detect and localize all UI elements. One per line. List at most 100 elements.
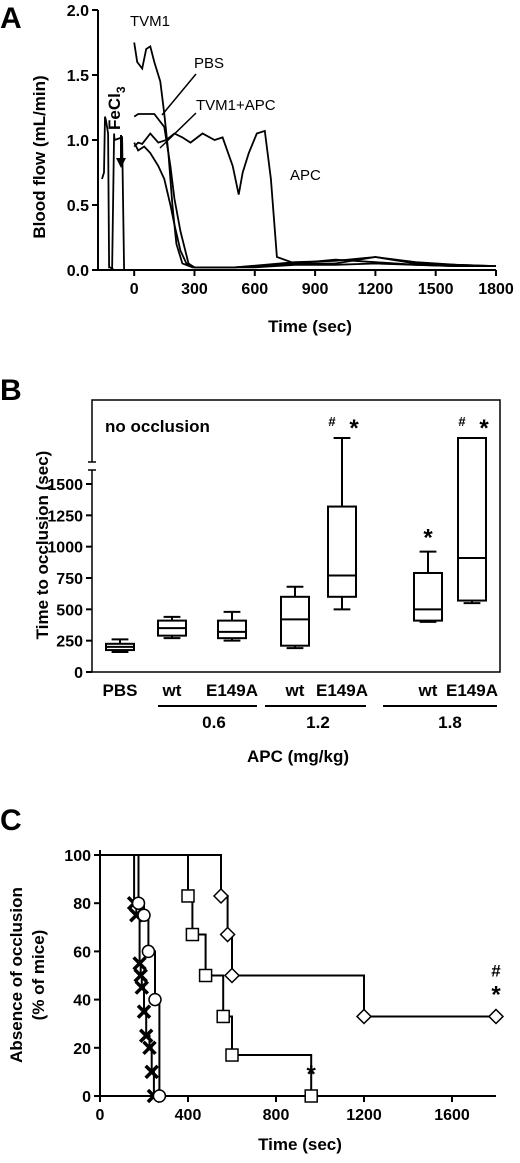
panel-b-category-label: PBS [103, 681, 138, 700]
panel-a-lines [101, 42, 497, 271]
square-marker [304, 1089, 318, 1103]
cross-marker [133, 968, 148, 983]
panel-a-xtick-label: 1800 [478, 281, 514, 298]
panel-c-ytick-label: 100 [64, 848, 91, 865]
fecl3-arrow [116, 135, 126, 168]
panel-c-ytick-label: 60 [73, 944, 91, 961]
panel-a-series-line-1 [133, 113, 496, 269]
panel-b-box: # * [327, 414, 359, 611]
panel-b-group-label: 1.8 [438, 713, 462, 732]
significance-star: * [349, 415, 359, 442]
cross-marker [134, 980, 150, 995]
panel-c-letter: C [0, 804, 22, 837]
circle-marker [152, 1089, 167, 1103]
panel-a-series-line-2 [133, 142, 497, 269]
diamond-marker [487, 1008, 505, 1025]
panel-c-xtick-label: 1600 [434, 1107, 470, 1124]
panel-a-series-line-0 [133, 42, 496, 269]
panel-a: A 0.00.51.01.52.00 300 600 900 1200 1500 1800 … [0, 2, 514, 336]
panel-b-box: # * [457, 414, 489, 605]
panel-a-axes: 0.0 0.5 1.0 1.5 2.0 0 300 600 900 1200 1500 1800 [67, 3, 514, 298]
panel-b-category-label: wt [418, 681, 438, 700]
panel-b-ylabel: Time to occlusion (sec) [33, 451, 52, 640]
panel-a-ytick-label: 2.0 [67, 3, 89, 20]
survival-step-line [100, 854, 496, 1018]
circle-marker [148, 992, 162, 1007]
diamond-marker [212, 887, 230, 905]
panel-b: B 0 250 500 750 1000 1250 1500 PBS wt E149A wt E149… [0, 374, 501, 766]
panel-b-boxes: # **# * [105, 414, 489, 653]
panel-a-xlabel: Time (sec) [268, 317, 352, 336]
panel-b-group-title: APC (mg/kg) [247, 747, 349, 766]
panel-c-ylabel-line2: (% of mice) [29, 930, 48, 1021]
label-pbs: PBS [194, 55, 224, 72]
significance-star: * [491, 981, 501, 1008]
panel-a-xtick-label: 1500 [418, 281, 454, 298]
cross-marker [132, 956, 147, 971]
panel-a-xtick-label: 600 [241, 281, 268, 298]
panel-b-category-label: wt [162, 681, 182, 700]
square-marker [198, 968, 213, 983]
panel-b-letter: B [0, 374, 22, 407]
panel-b-ytick-label: 1500 [47, 477, 83, 494]
panel-a-xtick-label: 900 [302, 281, 329, 298]
panel-c-series-circle [100, 854, 167, 1103]
label-apc: APC [290, 167, 321, 184]
significance-hash: # [458, 414, 466, 429]
panel-b-group-label: 0.6 [202, 713, 226, 732]
no-occlusion-label: no occlusion [105, 417, 210, 436]
box-rect [327, 505, 357, 598]
box-rect [413, 571, 443, 622]
diamond-marker [219, 926, 236, 943]
fecl3-text: FeCl [105, 93, 124, 130]
panel-b-group-label: 1.2 [306, 713, 330, 732]
panel-c-xtick-label: 0 [96, 1107, 105, 1124]
panel-b-box: * [413, 525, 443, 623]
cross-marker [144, 1064, 159, 1080]
square-marker [181, 889, 195, 903]
panel-a-xtick-label: 1200 [358, 281, 394, 298]
panel-a-ylabel: Blood flow (mL/min) [30, 75, 49, 238]
significance-star: * [423, 525, 433, 552]
panel-a-series-line-3 [133, 129, 497, 267]
significance-hash: # [328, 414, 336, 429]
panel-c-series-diamond: #* [100, 854, 505, 1025]
panel-b-category-label: E149A [446, 681, 498, 700]
cross-marker [136, 1004, 152, 1019]
panel-c-xtick-label: 400 [175, 1107, 202, 1124]
panel-c-ytick-label: 80 [73, 896, 91, 913]
panel-c-ytick-label: 20 [73, 1041, 91, 1058]
panel-b-category-label: E149A [206, 681, 258, 700]
panel-c-xlabel: Time (sec) [258, 1135, 342, 1154]
panel-c-ytick-label: 40 [73, 993, 91, 1010]
label-tvm1-apc: TVM1+APC [196, 97, 276, 114]
circle-marker [131, 896, 146, 910]
panel-a-ytick-label: 1.0 [67, 133, 89, 150]
panel-b-box [157, 615, 187, 640]
panel-b-box [280, 585, 310, 650]
panel-c-series-square: * [100, 854, 318, 1103]
panel-c-lines: *#* [100, 854, 505, 1104]
panel-c-axes: 0 20 40 60 80 100 0 400 800 1200 1600 [64, 848, 496, 1124]
cross-marker [142, 1040, 157, 1056]
panel-b-frame [91, 399, 501, 673]
panel-b-ytick-label: 250 [56, 634, 83, 651]
box-rect [457, 437, 487, 602]
cross-marker [138, 1028, 154, 1043]
panel-c-xtick-label: 1200 [346, 1107, 382, 1124]
panel-c-xtick-label: 800 [263, 1107, 290, 1124]
circle-marker [141, 944, 156, 959]
panel-b-box [105, 638, 135, 653]
panel-c-ylabel-line1: Absence of occlusion [7, 887, 26, 1063]
box-rect [280, 595, 310, 647]
panel-a-letter: A [0, 2, 22, 35]
svg-text:FeCl3: FeCl3 [105, 86, 128, 130]
panel-a-ytick-label: 0.0 [67, 263, 89, 280]
panel-a-xtick-label: 300 [181, 281, 208, 298]
panel-a-ytick-label: 1.5 [67, 68, 89, 85]
panel-b-box [217, 610, 247, 642]
panel-a-series-line-5 [111, 133, 125, 271]
panel-b-category-label: E149A [316, 681, 368, 700]
